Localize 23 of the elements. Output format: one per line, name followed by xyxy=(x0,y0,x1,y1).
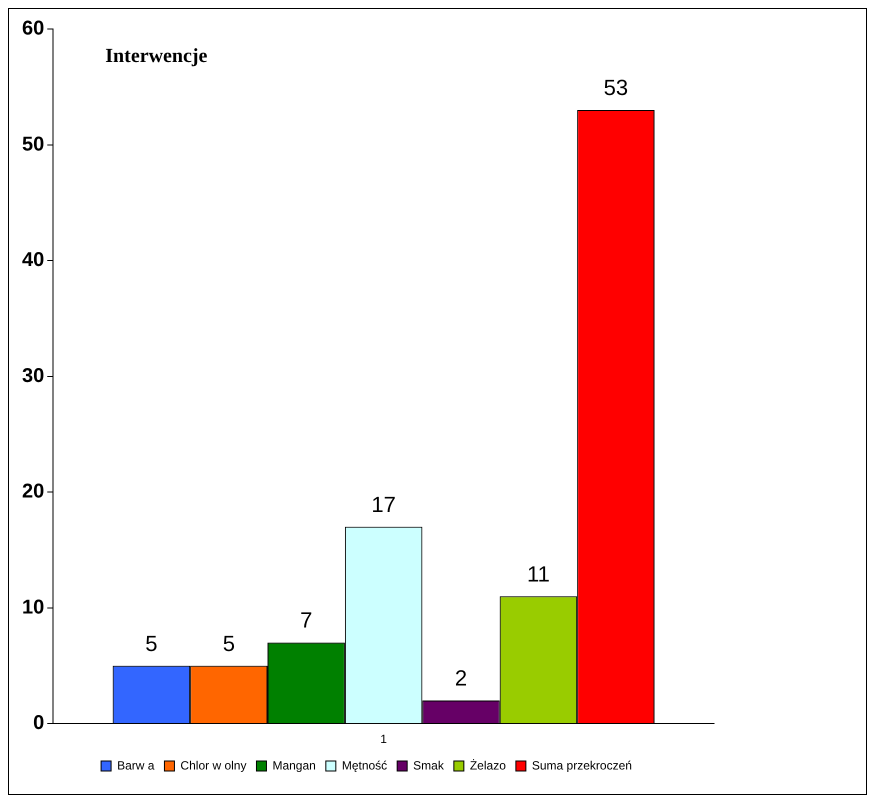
text: Interwencje xyxy=(105,45,208,68)
data-label: 17 xyxy=(371,492,396,517)
data-label: 7 xyxy=(300,608,312,633)
legend-label: Żelazo xyxy=(470,758,506,772)
y-tick-label: 40 xyxy=(22,249,44,272)
legend-label: Mętność xyxy=(342,758,388,772)
legend-label: Suma przekroczeń xyxy=(532,758,632,772)
data-label: 53 xyxy=(604,75,628,100)
y-tick-label: 20 xyxy=(22,480,44,503)
y-tick-label: 0 xyxy=(33,712,44,734)
y-tick-label: 60 xyxy=(22,18,44,40)
y-tick-label: 10 xyxy=(22,596,44,618)
y-tick-label: 30 xyxy=(22,364,44,387)
data-label: 2 xyxy=(454,666,468,691)
y-tick-label: 50 xyxy=(22,133,44,156)
data-label: 5 xyxy=(145,630,158,656)
legend-label: Smak xyxy=(413,758,445,772)
data-label: 5 xyxy=(222,630,235,656)
legend-label: Barw a xyxy=(117,758,155,772)
legend-label: Chlor w olny xyxy=(180,758,246,772)
x-tick-label: 1 xyxy=(380,732,388,746)
data-label: 11 xyxy=(527,561,550,586)
legend-label: Mangan xyxy=(272,758,316,772)
